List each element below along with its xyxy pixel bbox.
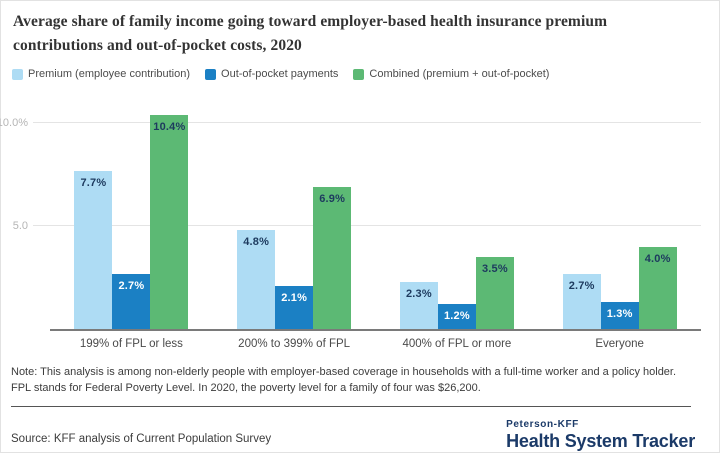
source-text: Source: KFF analysis of Current Populati… — [11, 432, 272, 445]
bar-series2-cat1: 6.9% — [313, 187, 352, 330]
bar-value-label: 2.7% — [568, 279, 595, 292]
bar-series0-cat2: 2.3% — [399, 281, 438, 330]
gridline — [33, 122, 701, 124]
bar-series0-cat1: 4.8% — [237, 230, 276, 330]
bar-value-label: 1.3% — [606, 308, 633, 321]
y-tick-label: 10.0% — [0, 117, 28, 130]
legend-swatch-icon — [353, 68, 365, 80]
y-tick-label: 5.0 — [12, 220, 28, 233]
legend-item-1[interactable]: Out-of-pocket payments — [205, 68, 338, 80]
bar-group-0: 7.7% 2.7% 10.4% — [74, 115, 189, 330]
brand-peterson-kff: Peterson-KFF — [506, 418, 579, 430]
bar-value-label: 1.2% — [443, 310, 470, 323]
note-text: Note: This analysis is among non-elderly… — [11, 366, 677, 394]
x-category-label-1: 200% to 399% of FPL — [238, 338, 351, 351]
brand-logo: Peterson-KFF Health System Tracker — [506, 419, 695, 452]
divider — [11, 405, 691, 407]
bar-series0-cat3: 2.7% — [562, 273, 601, 330]
x-category-label-3: Everyone — [595, 338, 644, 351]
x-category-label-0: 199% of FPL or less — [79, 338, 183, 351]
legend: Premium (employee contribution) Out-of-po… — [12, 68, 709, 80]
bar-value-label: 4.0% — [644, 252, 671, 265]
bar-value-label: 3.5% — [481, 263, 508, 276]
bar-value-label: 2.3% — [405, 287, 432, 300]
legend-item-2[interactable]: Combined (premium + out-of-pocket) — [353, 68, 549, 80]
bar-value-label: 2.1% — [281, 291, 308, 304]
bar-group-3: 2.7% 1.3% 4.0% — [562, 246, 677, 330]
brand-health-system-tracker: Health System Tracker — [506, 430, 695, 451]
bar-series2-cat3: 4.0% — [638, 246, 677, 330]
legend-swatch-icon — [12, 68, 23, 80]
bar-series2-cat2: 3.5% — [475, 257, 514, 330]
x-category-label-2: 400% of FPL or more — [402, 338, 512, 351]
x-axis-labels: 199% of FPL or less 200% to 399% of FPL 40… — [50, 338, 701, 350]
legend-item-0[interactable]: Premium (employee contribution) — [12, 68, 190, 80]
bar-series1-cat1: 2.1% — [275, 285, 314, 330]
bar-value-label: 7.7% — [80, 176, 107, 189]
legend-label: Premium (employee contribution) — [28, 68, 191, 81]
bar-group-1: 4.8% 2.1% 6.9% — [237, 187, 352, 330]
legend-label: Combined (premium + out-of-pocket) — [369, 68, 550, 81]
bar-series1-cat0: 2.7% — [112, 273, 151, 330]
bar-group-2: 2.3% 1.2% 3.5% — [399, 257, 514, 330]
bar-value-label: 10.4% — [153, 121, 186, 134]
bar-series2-cat0: 10.4% — [150, 115, 189, 330]
bar-value-label: 6.9% — [319, 193, 346, 206]
legend-swatch-icon — [205, 68, 217, 80]
plot-area: 5.0 10.0% 7.7% 2.7% 10.4% 4.8% 2.1% 6.9% 2.3% 1.2… — [0, 113, 701, 332]
footer: Source: KFF analysis of Current Populati… — [11, 419, 695, 452]
bar-series1-cat3: 1.3% — [600, 302, 639, 330]
bar-chart: 5.0 10.0% 7.7% 2.7% 10.4% 4.8% 2.1% 6.9% 2.3% 1.2… — [0, 113, 719, 350]
bar-value-label: 2.7% — [118, 279, 145, 292]
chart-title: Average share of family income going tow… — [13, 13, 608, 55]
bar-series0-cat0: 7.7% — [74, 170, 113, 330]
legend-label: Out-of-pocket payments — [221, 68, 339, 81]
bar-value-label: 4.8% — [243, 236, 270, 249]
gridline — [33, 225, 701, 227]
bar-series1-cat2: 1.2% — [437, 304, 476, 330]
